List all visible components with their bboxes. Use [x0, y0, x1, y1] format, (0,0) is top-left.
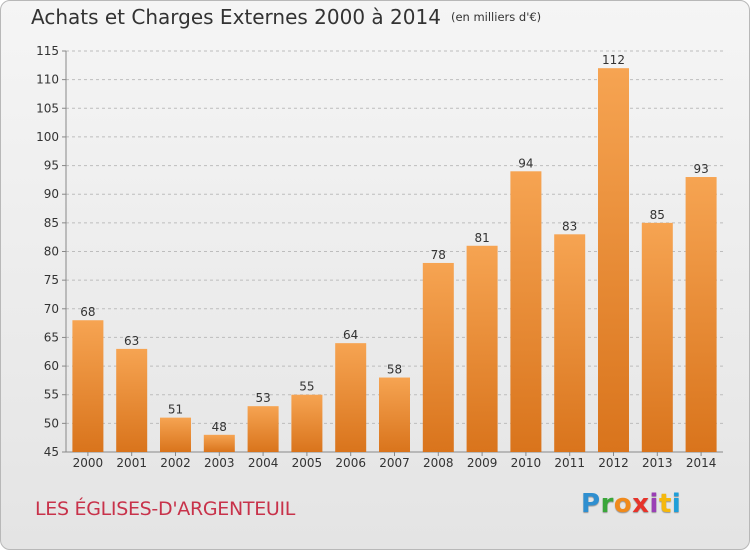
data-label: 112	[602, 53, 625, 67]
data-label: 94	[518, 156, 533, 170]
data-label: 93	[693, 162, 708, 176]
y-tick-label: 60	[44, 359, 59, 373]
bar	[685, 177, 717, 452]
data-label: 58	[387, 363, 402, 377]
y-tick-label: 55	[44, 388, 59, 402]
bar	[291, 394, 323, 452]
y-tick-label: 80	[44, 245, 59, 259]
x-tick-label: 2014	[686, 456, 717, 470]
data-label: 83	[562, 219, 577, 233]
bar	[335, 343, 367, 452]
bar	[203, 434, 235, 452]
x-tick-label: 2001	[116, 456, 147, 470]
data-label: 51	[168, 403, 183, 417]
x-tick-label: 2010	[511, 456, 542, 470]
data-label: 63	[124, 334, 139, 348]
x-tick-label: 2011	[554, 456, 585, 470]
commune-name: LES ÉGLISES-D'ARGENTEUIL	[35, 498, 296, 520]
x-tick-label: 2006	[335, 456, 366, 470]
x-tick-label: 2008	[423, 456, 454, 470]
data-label: 78	[431, 248, 446, 262]
data-label: 85	[650, 208, 665, 222]
bar	[247, 406, 279, 452]
bar	[598, 68, 629, 452]
x-tick-label: 2005	[292, 456, 323, 470]
y-tick-label: 100	[36, 130, 59, 144]
data-label: 48	[212, 420, 227, 434]
chart-title-text: Achats et Charges Externes 2000 à 2014	[31, 5, 441, 29]
x-tick-label: 2009	[467, 456, 498, 470]
data-label: 53	[255, 391, 270, 405]
x-tick-label: 2004	[248, 456, 279, 470]
data-label: 81	[474, 231, 489, 245]
x-tick-label: 2012	[598, 456, 629, 470]
y-tick-label: 75	[44, 273, 59, 287]
bar	[422, 262, 454, 452]
bar	[116, 348, 148, 452]
chart-title: Achats et Charges Externes 2000 à 2014 (e…	[31, 5, 541, 29]
y-tick-label: 105	[36, 101, 59, 115]
bar	[641, 222, 673, 452]
bar	[160, 417, 191, 452]
y-tick-label: 110	[36, 73, 59, 87]
x-tick-label: 2007	[379, 456, 410, 470]
y-tick-label: 90	[44, 187, 59, 201]
x-tick-label: 2003	[204, 456, 235, 470]
y-tick-label: 45	[44, 445, 59, 459]
proxiti-logo: Proxiti	[581, 489, 682, 519]
data-label: 68	[80, 305, 95, 319]
y-tick-label: 70	[44, 302, 59, 316]
y-tick-label: 85	[44, 216, 59, 230]
x-tick-label: 2013	[642, 456, 673, 470]
y-tick-label: 115	[36, 44, 59, 58]
bar	[72, 320, 104, 452]
x-tick-label: 2002	[160, 456, 191, 470]
bar	[554, 234, 586, 452]
y-tick-label: 50	[44, 416, 59, 430]
y-tick-label: 65	[44, 330, 59, 344]
data-label: 64	[343, 328, 358, 342]
data-label: 55	[299, 380, 314, 394]
y-tick-label: 95	[44, 159, 59, 173]
unit-note: (en milliers d'€)	[450, 10, 542, 24]
bar	[510, 171, 542, 453]
bar	[379, 377, 410, 452]
bar	[466, 245, 498, 452]
x-tick-label: 2000	[73, 456, 104, 470]
